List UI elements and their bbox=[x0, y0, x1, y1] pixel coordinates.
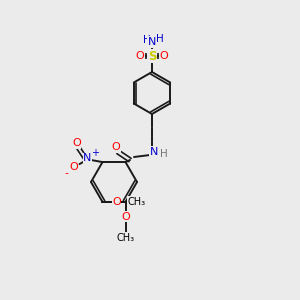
Text: CH₃: CH₃ bbox=[128, 197, 146, 207]
Text: O: O bbox=[160, 51, 168, 61]
Text: H: H bbox=[160, 149, 168, 159]
Text: +: + bbox=[92, 148, 100, 158]
Text: CH₃: CH₃ bbox=[116, 233, 135, 243]
Text: H: H bbox=[143, 35, 151, 45]
Text: -: - bbox=[64, 168, 68, 178]
Text: S: S bbox=[148, 50, 156, 62]
Text: O: O bbox=[112, 142, 120, 152]
Text: O: O bbox=[121, 212, 130, 222]
Text: H: H bbox=[156, 34, 164, 44]
Text: O: O bbox=[72, 138, 81, 148]
Text: O: O bbox=[112, 197, 121, 207]
Text: O: O bbox=[69, 162, 78, 172]
Text: N: N bbox=[150, 147, 158, 157]
Text: O: O bbox=[136, 51, 144, 61]
Text: N: N bbox=[83, 153, 92, 163]
Text: N: N bbox=[148, 37, 156, 47]
